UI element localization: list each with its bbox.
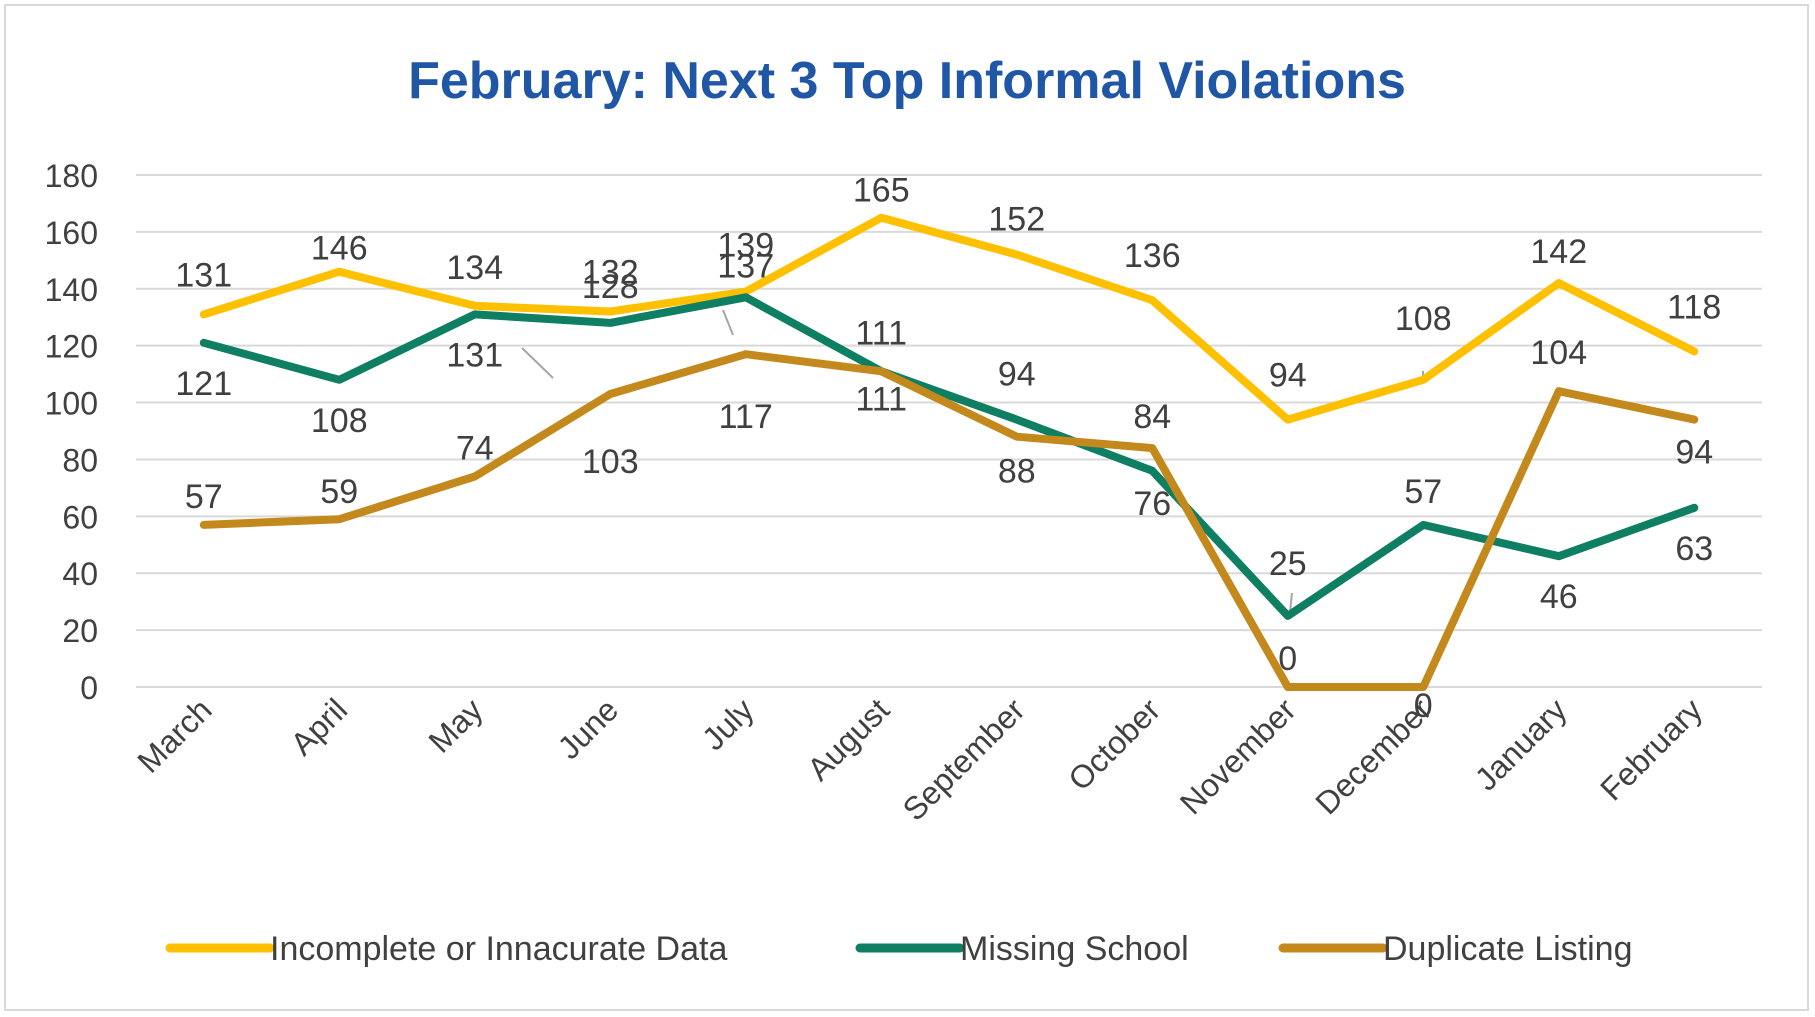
x-axis-ticks: March April May June July August September Octo… bbox=[130, 691, 1709, 827]
data-label: 57 bbox=[185, 478, 223, 516]
series-line bbox=[199, 293, 1699, 620]
x-tick-label: May bbox=[421, 691, 489, 759]
legend-label: Missing School bbox=[960, 930, 1189, 968]
x-tick-label: February bbox=[1593, 691, 1709, 807]
leader-line bbox=[521, 347, 554, 379]
y-tick-label: 100 bbox=[45, 386, 98, 422]
data-label: 84 bbox=[1133, 398, 1171, 436]
data-label: 74 bbox=[456, 430, 494, 468]
series-line bbox=[199, 350, 1699, 691]
gridlines bbox=[136, 174, 1762, 688]
data-label: 57 bbox=[1404, 473, 1442, 511]
data-label: 139 bbox=[717, 227, 774, 265]
data-label: 131 bbox=[446, 336, 503, 374]
series-lines bbox=[199, 213, 1699, 691]
series-line bbox=[199, 213, 1699, 424]
data-label: 63 bbox=[1675, 530, 1713, 568]
leader-line bbox=[1289, 592, 1293, 613]
data-label: 103 bbox=[582, 443, 639, 481]
data-label: 88 bbox=[998, 453, 1036, 491]
x-tick-label: September bbox=[896, 691, 1032, 827]
data-label: 117 bbox=[719, 398, 773, 436]
data-label: 136 bbox=[1124, 237, 1181, 275]
y-tick-label: 40 bbox=[62, 556, 98, 592]
data-label: 94 bbox=[1675, 434, 1713, 472]
y-tick-label: 120 bbox=[45, 329, 98, 365]
x-tick-label: January bbox=[1468, 691, 1574, 797]
data-label: 111 bbox=[855, 380, 907, 418]
legend-label: Incomplete or Innacurate Data bbox=[270, 930, 727, 968]
data-label: 108 bbox=[1395, 300, 1452, 338]
data-label: 137 bbox=[717, 247, 774, 285]
y-tick-label: 0 bbox=[80, 670, 98, 706]
data-label: 108 bbox=[311, 402, 368, 440]
x-tick-label: March bbox=[130, 691, 218, 779]
x-tick-label: June bbox=[551, 691, 626, 766]
y-tick-label: 160 bbox=[45, 215, 98, 251]
data-label: 128 bbox=[582, 268, 639, 306]
data-label: 134 bbox=[446, 249, 503, 287]
data-label: 59 bbox=[320, 473, 358, 511]
chart-title: February: Next 3 Top Informal Violations bbox=[408, 52, 1406, 110]
data-label: 94 bbox=[998, 356, 1036, 394]
data-label: 142 bbox=[1530, 233, 1587, 271]
data-label: 131 bbox=[175, 256, 232, 294]
data-label: 111 bbox=[855, 314, 907, 352]
data-label: 104 bbox=[1530, 334, 1587, 372]
data-label: 94 bbox=[1269, 357, 1307, 395]
legend-label: Duplicate Listing bbox=[1383, 930, 1632, 968]
data-label: 46 bbox=[1540, 578, 1578, 616]
data-label: 132 bbox=[582, 254, 639, 292]
data-label: 25 bbox=[1269, 545, 1307, 583]
x-tick-label: November bbox=[1173, 691, 1303, 821]
y-tick-label: 140 bbox=[45, 272, 98, 308]
data-label: 121 bbox=[175, 365, 232, 403]
y-tick-label: 180 bbox=[45, 158, 98, 194]
y-tick-label: 60 bbox=[62, 499, 98, 535]
y-axis-ticks: 0 20 40 60 80 100 120 140 160 180 bbox=[45, 158, 98, 706]
data-label: 146 bbox=[311, 230, 368, 268]
y-tick-label: 20 bbox=[62, 613, 98, 649]
data-label: 118 bbox=[1667, 288, 1721, 326]
x-tick-label: July bbox=[695, 691, 761, 757]
x-tick-label: October bbox=[1061, 691, 1167, 797]
data-label: 76 bbox=[1133, 485, 1171, 523]
y-tick-label: 80 bbox=[62, 442, 98, 478]
data-label: 165 bbox=[853, 172, 910, 210]
x-tick-label: April bbox=[283, 691, 354, 762]
x-tick-label: August bbox=[800, 691, 896, 787]
data-label: 0 bbox=[1414, 687, 1433, 725]
data-label: 152 bbox=[988, 201, 1045, 239]
legend: Incomplete or Innacurate Data Missing Sch… bbox=[165, 930, 1632, 968]
leader-line bbox=[722, 309, 734, 336]
data-labels: 131 146 134 132 139 165 152 136 94 108 142 118 121 10… bbox=[175, 172, 1721, 725]
data-label: 0 bbox=[1278, 640, 1297, 678]
